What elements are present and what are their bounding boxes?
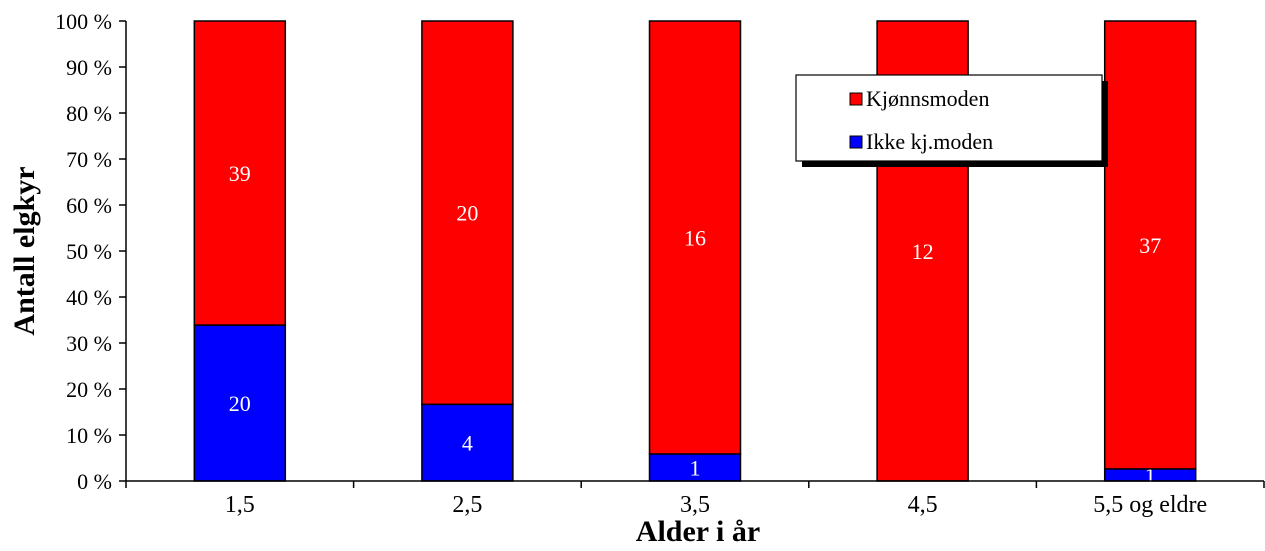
y-tick-label: 100 %	[55, 9, 112, 34]
legend: Kjønnsmoden Ikke kj.moden	[795, 74, 1108, 167]
bar-ikke-kjmoden-2	[648, 453, 742, 482]
y-tick-label: 70 %	[66, 147, 112, 172]
data-label: 1	[1145, 463, 1156, 488]
data-label: 12	[912, 239, 934, 264]
x-tick-label: 3,5	[680, 492, 710, 518]
x-tick-label: 2,5	[452, 492, 482, 518]
y-axis-title: Antall elgkyr	[8, 166, 41, 335]
data-label: 1	[690, 455, 701, 480]
y-tick-label: 40 %	[66, 285, 112, 310]
data-label: 37	[1139, 233, 1161, 258]
ticks-layer: 0 % 10 % 20 % 30 % 40 % 50 % 60 % 70 % 80 % 90 % 1…	[55, 9, 1207, 518]
y-tick-label: 60 %	[66, 193, 112, 218]
bar-ikke-kjmoden-1	[421, 403, 514, 482]
data-label: 39	[229, 161, 251, 186]
data-label: 4	[462, 431, 473, 456]
legend-swatch	[849, 92, 863, 106]
y-tick-label: 30 %	[66, 331, 112, 356]
y-tick-label: 50 %	[66, 239, 112, 264]
x-axis-title: Alder i år	[636, 515, 760, 548]
bar-kjonnsmoden-4	[1103, 20, 1197, 470]
axes-layer	[119, 20, 1265, 488]
y-tick-label: 90 %	[66, 55, 112, 80]
y-tick-label: 20 %	[66, 377, 112, 402]
data-label: 20	[229, 391, 251, 416]
x-tick-label: 4,5	[908, 492, 938, 518]
data-label: 20	[456, 201, 478, 226]
legend-entry: Ikke kj.moden	[866, 129, 993, 154]
x-tick-label: 1,5	[225, 492, 255, 518]
bar-kjonnsmoden-1	[421, 20, 514, 406]
x-tick-label: 5,5 og eldre	[1093, 492, 1207, 518]
legend-entry: Kjønnsmoden	[866, 86, 989, 111]
bar-kjonnsmoden-2	[648, 20, 742, 455]
bar-kjonnsmoden-0	[193, 20, 287, 326]
legend-swatch	[849, 135, 863, 149]
y-tick-label: 0 %	[77, 469, 112, 494]
legend-box	[795, 74, 1103, 162]
bar-ikke-kjmoden-0	[193, 324, 287, 482]
y-tick-label: 10 %	[66, 423, 112, 448]
data-label: 16	[684, 225, 706, 250]
y-tick-label: 80 %	[66, 101, 112, 126]
